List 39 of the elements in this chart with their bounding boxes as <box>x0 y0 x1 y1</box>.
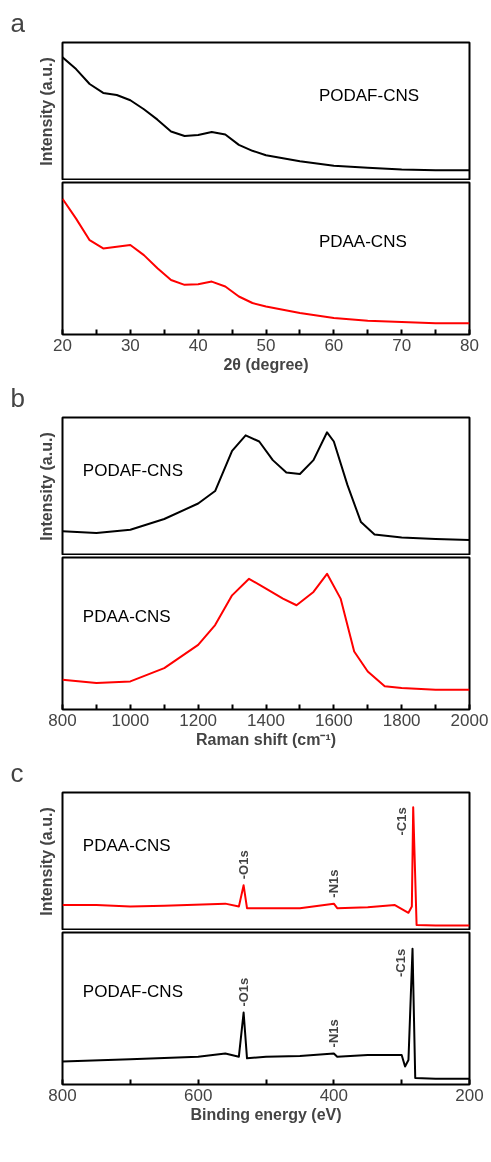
x-tick-label: 800 <box>48 710 77 730</box>
annotation: -N1s <box>326 1019 342 1048</box>
chart-title: b <box>10 382 25 413</box>
x-tick-label: 80 <box>460 335 479 355</box>
x-tick-label: 70 <box>392 335 412 355</box>
x-tick-label: 20 <box>53 335 72 355</box>
x-tick-label: 40 <box>188 335 208 355</box>
x-tick-label: 400 <box>319 1085 349 1105</box>
series-label: PODAF-CNS <box>82 460 183 480</box>
series-label: PDAA-CNS <box>82 606 171 626</box>
text: PDAA-CNS <box>318 231 407 251</box>
text: PDAA-CNS <box>82 835 171 855</box>
text: PODAF-CNS <box>82 981 183 1001</box>
x-tick-label: 1200 <box>179 710 218 730</box>
text: PODAF-CNS <box>318 85 420 105</box>
y-axis-title: Intensity (a.u.) <box>37 432 55 541</box>
x-tick-label: 1800 <box>382 710 421 730</box>
x-axis-title: Binding energy (eV) <box>190 1105 342 1123</box>
annotation: -C1s <box>393 948 409 977</box>
annotation: -O1s <box>236 850 252 880</box>
x-axis-title: 2θ (degree) <box>223 355 309 373</box>
chart-title: c <box>10 757 24 788</box>
y-axis-title: Intensity (a.u.) <box>37 57 55 166</box>
annotation: -N1s <box>326 869 342 898</box>
x-tick-label: 800 <box>48 1085 77 1105</box>
x-tick-label: 1400 <box>247 710 285 730</box>
x-tick-label: 1000 <box>111 710 150 730</box>
x-tick-label: 2000 <box>450 710 489 730</box>
x-axis-title: Raman shift (cm⁻¹) <box>195 730 337 748</box>
x-tick-label: 200 <box>455 1085 484 1105</box>
y-axis-title: Intensity (a.u.) <box>37 807 55 916</box>
chart-title: a <box>10 7 26 38</box>
x-tick-label: 30 <box>120 335 140 355</box>
annotation: -C1s <box>393 807 409 836</box>
x-tick-label: 600 <box>183 1085 213 1105</box>
annotation: -O1s <box>236 977 252 1007</box>
x-tick-label: 50 <box>256 335 276 355</box>
x-tick-label: 1600 <box>314 710 353 730</box>
x-tick-label: 60 <box>324 335 344 355</box>
